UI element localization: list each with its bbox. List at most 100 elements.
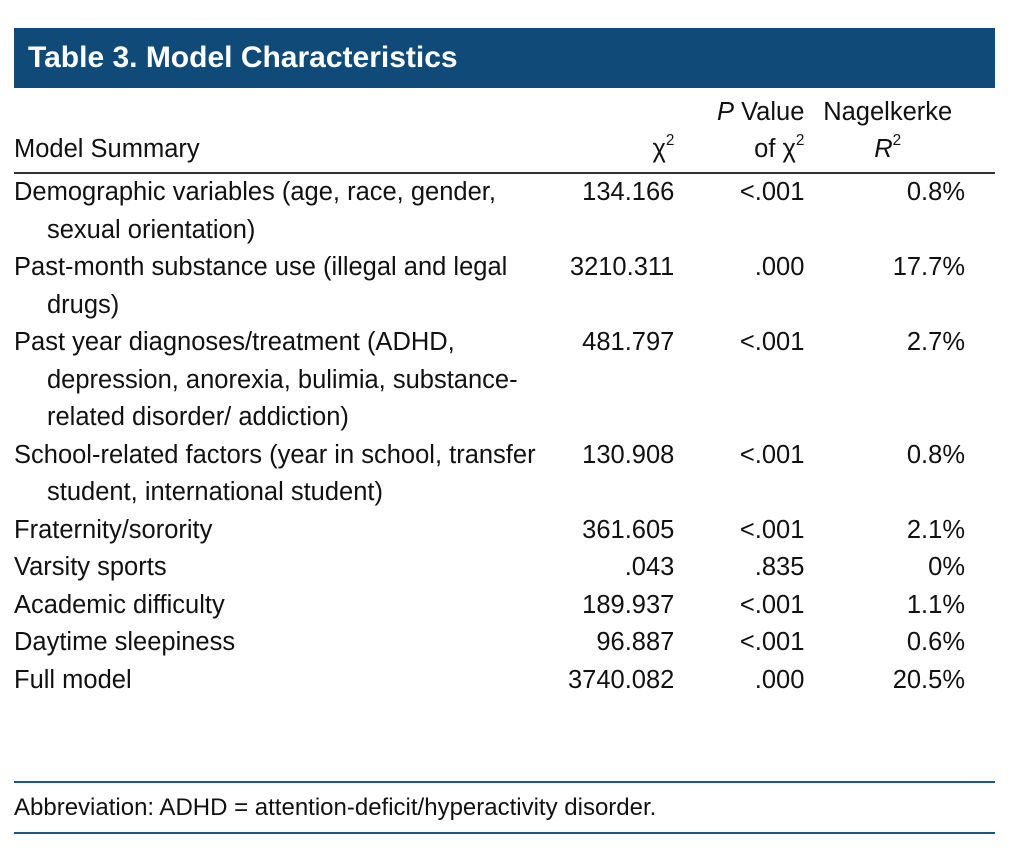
header-line: χ2 xyxy=(541,131,674,168)
row-label: Past year diagnoses/treatment (ADHD, dep… xyxy=(14,324,541,437)
table-row: Fraternity/sorority 361.605 <.001 2.1% xyxy=(14,512,995,550)
table-row: Full model 3740.082 .000 20.5% xyxy=(14,662,995,700)
header-text: Value xyxy=(733,98,805,126)
row-label-text: Daytime sleepiness xyxy=(14,628,236,656)
row-label-text: Demographic variables (age, race, gender… xyxy=(14,178,496,244)
cell-text: <.001 xyxy=(739,178,805,206)
cell-text: <.001 xyxy=(739,628,805,656)
header-line: P Value xyxy=(680,94,804,131)
table-row: School-related factors (year in school, … xyxy=(14,437,995,512)
header-line: R2 xyxy=(810,131,965,168)
table-row: Varsity sports .043 .835 0% xyxy=(14,549,995,587)
cell-text: .043 xyxy=(624,553,675,581)
cell-text: 2.7% xyxy=(906,328,965,356)
rule xyxy=(14,832,995,834)
table-head: Model Summary χ2 P Value of χ2 Nagelkerke R2 xyxy=(14,94,995,173)
header-text: of χ xyxy=(754,135,796,163)
row-label: Past-month substance use (illegal and le… xyxy=(14,249,541,324)
cell-value: 130.908 xyxy=(541,437,681,512)
cell-text: <.001 xyxy=(739,590,805,619)
cell-text: 2.1% xyxy=(906,515,965,544)
cell-value: 481.797 xyxy=(541,324,681,437)
cell-text: 3210.311 xyxy=(569,253,675,281)
cell-value: .043 xyxy=(541,549,681,587)
cell-text: 481.797 xyxy=(582,328,675,356)
column-header: χ2 xyxy=(541,94,681,173)
cell-value: 3210.311 xyxy=(541,249,681,324)
table-title: Table 3. Model Characteristics xyxy=(14,28,995,88)
header-line: of χ2 xyxy=(680,131,804,168)
header-line xyxy=(541,94,675,131)
header-italic: R xyxy=(874,135,893,163)
header-text: χ xyxy=(652,135,666,163)
cell-value: 2.7% xyxy=(810,324,995,437)
table-row: Past year diagnoses/treatment (ADHD, dep… xyxy=(14,324,995,437)
superscript: 2 xyxy=(795,132,805,149)
row-label: Full model xyxy=(14,662,541,700)
cell-value: .000 xyxy=(680,249,810,324)
cell-text: <.001 xyxy=(739,515,805,544)
cell-value: <.001 xyxy=(680,512,810,550)
cell-value: 0.6% xyxy=(810,624,995,662)
cell-text: 20.5% xyxy=(892,665,965,694)
footnote: Abbreviation: ADHD = attention-deficit/h… xyxy=(14,794,657,821)
cell-text: 134.166 xyxy=(582,178,675,206)
cell-value: 0.8% xyxy=(810,173,995,249)
table-row: Academic difficulty 189.937 <.001 1.1% xyxy=(14,587,995,625)
rule xyxy=(14,781,995,783)
row-label-text: Varsity sports xyxy=(14,553,167,581)
row-label-text: Past-month substance use (illegal and le… xyxy=(14,253,508,319)
row-label-text: Fraternity/sorority xyxy=(14,515,213,544)
header-italic: P xyxy=(716,98,734,126)
cell-value: <.001 xyxy=(680,437,810,512)
cell-text: 0.8% xyxy=(906,440,965,469)
cell-text: <.001 xyxy=(739,440,805,469)
row-label: Varsity sports xyxy=(14,549,541,587)
row-label: School-related factors (year in school, … xyxy=(14,437,541,512)
row-label-text: Full model xyxy=(14,665,132,694)
cell-value: .835 xyxy=(680,549,810,587)
row-label-text: Academic difficulty xyxy=(14,590,225,619)
cell-value: 0% xyxy=(810,549,995,587)
cell-value: 361.605 xyxy=(541,512,681,550)
table: Model Summary χ2 P Value of χ2 Nagelkerke R2… xyxy=(14,94,995,699)
header-text: Model Summary xyxy=(14,135,200,163)
cell-text: .000 xyxy=(754,253,805,281)
cell-text: 189.937 xyxy=(582,590,675,619)
table-row: Past-month substance use (illegal and le… xyxy=(14,249,995,324)
cell-value: .000 xyxy=(680,662,810,700)
cell-value: 189.937 xyxy=(541,587,681,625)
cell-text: 0.8% xyxy=(906,178,965,206)
column-header: Model Summary xyxy=(14,94,541,173)
header-line: Model Summary xyxy=(14,131,541,168)
cell-text: .000 xyxy=(754,665,805,694)
cell-text: 17.7% xyxy=(892,253,965,281)
cell-value: 134.166 xyxy=(541,173,681,249)
header-line: Nagelkerke xyxy=(810,94,965,131)
row-label: Daytime sleepiness xyxy=(14,624,541,662)
row-label: Academic difficulty xyxy=(14,587,541,625)
cell-text: 1.1% xyxy=(906,590,965,619)
header-line xyxy=(14,94,541,131)
table-row: Demographic variables (age, race, gender… xyxy=(14,173,995,249)
cell-text: 361.605 xyxy=(582,515,675,544)
cell-text: 0% xyxy=(928,553,965,581)
superscript: 2 xyxy=(892,132,902,149)
cell-text: 96.887 xyxy=(596,628,675,656)
cell-value: <.001 xyxy=(680,587,810,625)
row-label: Fraternity/sorority xyxy=(14,512,541,550)
cell-text: 130.908 xyxy=(582,440,675,469)
cell-value: 3740.082 xyxy=(541,662,681,700)
cell-value: <.001 xyxy=(680,624,810,662)
table-body: Demographic variables (age, race, gender… xyxy=(14,173,995,699)
row-label: Demographic variables (age, race, gender… xyxy=(14,173,541,249)
header-text: Nagelkerke xyxy=(823,98,953,126)
row-label-text: Past year diagnoses/treatment (ADHD, dep… xyxy=(14,328,518,431)
cell-value: <.001 xyxy=(680,324,810,437)
cell-text: .835 xyxy=(754,553,805,581)
cell-value: 96.887 xyxy=(541,624,681,662)
cell-value: 2.1% xyxy=(810,512,995,550)
cell-value: 0.8% xyxy=(810,437,995,512)
table-row: Daytime sleepiness 96.887 <.001 0.6% xyxy=(14,624,995,662)
